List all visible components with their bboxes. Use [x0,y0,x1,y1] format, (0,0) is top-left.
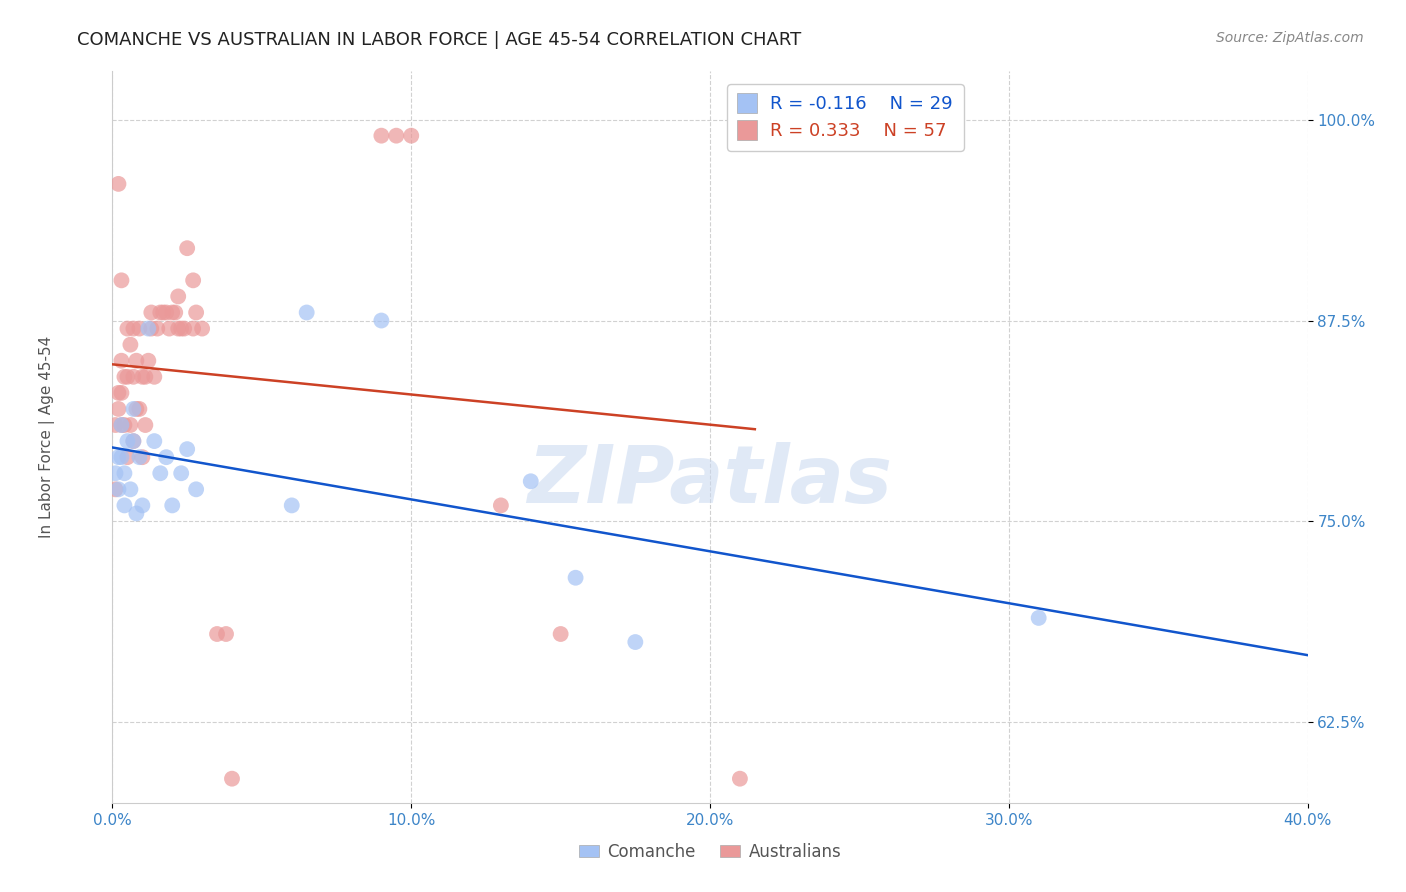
Point [131,450,153,465]
Point [143,434,166,449]
Point [128,401,150,416]
Point [107,385,129,400]
Point [167,321,190,335]
Legend: Comanche, Australians: Comanche, Australians [572,837,848,868]
Point [564,571,586,585]
Point [107,177,129,191]
Point [141,305,163,319]
Point [155,450,177,465]
Point [138,353,160,368]
Text: Source: ZipAtlas.com: Source: ZipAtlas.com [1216,31,1364,45]
Point [128,321,150,335]
Point [173,321,195,335]
Point [107,450,129,465]
Point [120,483,142,497]
Point [141,321,163,335]
Point [110,353,132,368]
Point [110,450,132,465]
Point [104,417,127,432]
Point [131,499,153,513]
Point [122,434,145,449]
Point [221,772,243,786]
Point [281,499,304,513]
Point [162,305,183,319]
Point [176,442,198,457]
Point [114,369,135,384]
Point [370,128,392,143]
Point [176,241,198,255]
Point [117,369,139,384]
Text: ZIPatlas: ZIPatlas [527,442,893,520]
Point [295,305,318,319]
Point [170,321,193,335]
Point [744,128,766,143]
Point [170,467,193,481]
Point [385,128,408,143]
Point [122,434,145,449]
Point [114,417,135,432]
Point [125,507,148,521]
Point [134,369,156,384]
Point [181,321,204,335]
Point [155,305,177,319]
Point [110,417,132,432]
Point [114,499,135,513]
Point [114,467,135,481]
Point [401,128,423,143]
Point [624,635,647,649]
Point [125,353,148,368]
Point [181,273,204,287]
Point [107,401,129,416]
Point [186,483,208,497]
Point [152,305,174,319]
Point [550,627,572,641]
Point [104,483,127,497]
Point [167,289,190,303]
Point [162,499,183,513]
Point [370,313,392,327]
Point [138,321,160,335]
Point [149,467,172,481]
Point [191,321,214,335]
Point [489,499,512,513]
Point [110,385,132,400]
Point [728,772,751,786]
Point [120,337,142,351]
Point [128,450,150,465]
Point [1028,611,1050,625]
Point [107,483,129,497]
Point [149,305,172,319]
Text: COMANCHE VS AUSTRALIAN IN LABOR FORCE | AGE 45-54 CORRELATION CHART: COMANCHE VS AUSTRALIAN IN LABOR FORCE | … [77,31,801,49]
Point [117,434,139,449]
Point [125,401,148,416]
Point [104,467,127,481]
Point [117,450,139,465]
Point [143,369,166,384]
Point [122,321,145,335]
Text: In Labor Force | Age 45-54: In Labor Force | Age 45-54 [39,336,55,538]
Point [120,417,142,432]
Point [134,417,156,432]
Point [110,417,132,432]
Point [131,369,153,384]
Point [146,321,169,335]
Point [110,273,132,287]
Point [215,627,238,641]
Point [165,305,187,319]
Point [157,321,180,335]
Point [122,369,145,384]
Point [186,305,208,319]
Point [520,475,543,489]
Point [122,401,145,416]
Point [205,627,228,641]
Point [117,321,139,335]
